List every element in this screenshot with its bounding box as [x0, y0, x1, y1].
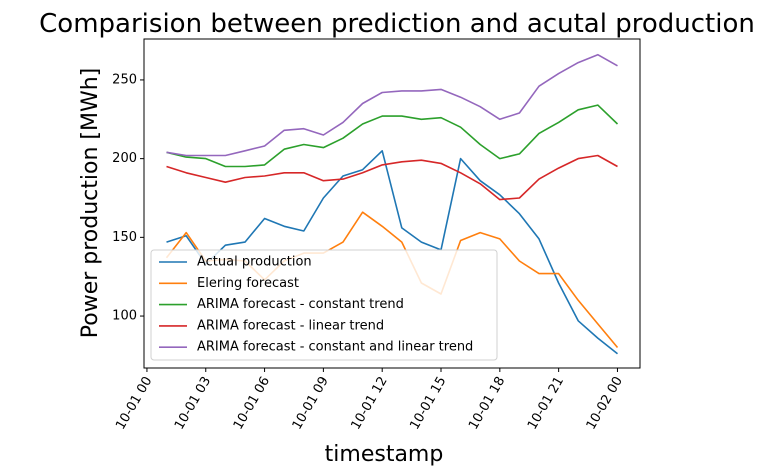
series-line-0	[166, 150, 618, 355]
series-line-3	[166, 154, 618, 201]
y-tick-label: 100	[112, 309, 137, 324]
x-axis: 10-01 00 10-01 03 10-01 06 10-01 09 10-01 12…	[113, 368, 626, 432]
x-tick-label: 10-01 00	[113, 374, 155, 432]
legend: Actual production Elering forecast ARIMA f…	[150, 249, 498, 361]
y-axis: 100 150 200 250	[112, 72, 144, 324]
x-tick-label: 10-01 09	[290, 374, 332, 432]
plot-frame	[143, 38, 641, 369]
x-axis-label: timestamp	[325, 442, 444, 467]
x-tick-label: 10-01 06	[231, 374, 273, 432]
x-tick-label: 10-01 15	[407, 374, 449, 432]
legend-label: Elering forecast	[197, 276, 299, 291]
x-tick-label: 10-02 00	[584, 374, 626, 432]
chart-title: Comparision between prediction and acuta…	[39, 9, 755, 39]
x-tick-label: 10-01 18	[466, 374, 508, 432]
y-tick-label: 200	[112, 151, 137, 166]
x-tick-label: 10-01 21	[525, 374, 567, 432]
legend-label: ARIMA forecast - constant and linear tre…	[197, 340, 473, 355]
y-tick-label: 250	[112, 72, 137, 87]
series-line-2	[166, 104, 619, 168]
legend-label: ARIMA forecast - linear trend	[197, 318, 384, 333]
y-axis-label: Power production [MWh]	[78, 68, 103, 338]
legend-label: Actual production	[197, 255, 312, 270]
x-tick-label: 10-01 03	[172, 374, 214, 432]
series-line-4	[166, 53, 618, 157]
legend-label: ARIMA forecast - constant trend	[197, 297, 404, 312]
y-tick-label: 150	[112, 230, 137, 245]
legend-box	[150, 249, 498, 361]
x-tick-label: 10-01 12	[348, 374, 390, 432]
